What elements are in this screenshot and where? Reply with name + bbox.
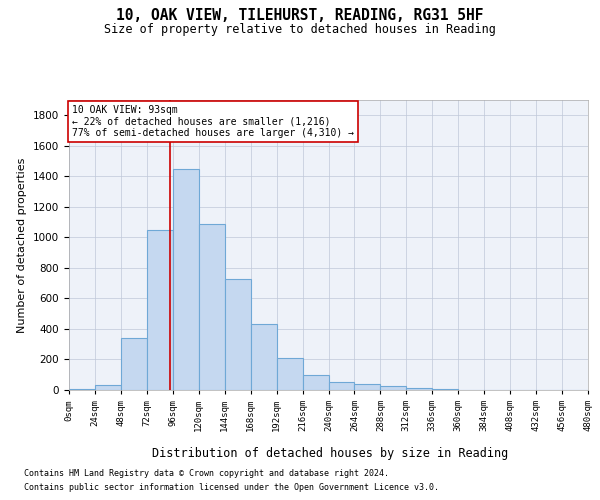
Bar [147,230,173,390]
Text: 10, OAK VIEW, TILEHURST, READING, RG31 5HF: 10, OAK VIEW, TILEHURST, READING, RG31 5… [116,8,484,22]
Bar [199,224,224,390]
Bar [69,389,95,390]
Bar [329,382,355,390]
Bar [432,389,458,390]
Text: Distribution of detached houses by size in Reading: Distribution of detached houses by size … [152,448,508,460]
Y-axis label: Number of detached properties: Number of detached properties [17,158,28,332]
Bar [225,278,251,390]
Bar [302,374,329,390]
Bar [355,384,380,390]
Text: Size of property relative to detached houses in Reading: Size of property relative to detached ho… [104,22,496,36]
Text: Contains HM Land Registry data © Crown copyright and database right 2024.: Contains HM Land Registry data © Crown c… [24,468,389,477]
Bar [121,338,147,390]
Bar [173,168,199,390]
Bar [95,386,121,390]
Text: 10 OAK VIEW: 93sqm
← 22% of detached houses are smaller (1,216)
77% of semi-deta: 10 OAK VIEW: 93sqm ← 22% of detached hou… [72,104,354,138]
Bar [406,388,432,390]
Bar [380,386,406,390]
Text: Contains public sector information licensed under the Open Government Licence v3: Contains public sector information licen… [24,484,439,492]
Bar [251,324,277,390]
Bar [277,358,302,390]
